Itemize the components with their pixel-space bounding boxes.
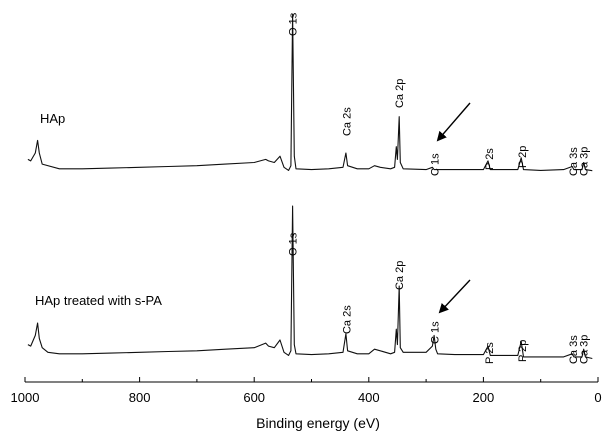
series-label-bottom: HAp treated with s-PA <box>35 293 162 308</box>
x-axis: 1000 800 600 400 200 0 <box>11 377 602 405</box>
x-tick-label: 1000 <box>11 390 40 405</box>
x-tick-label: 200 <box>473 390 495 405</box>
peak-label: C 1s <box>430 153 442 176</box>
arrow-annotation-bottom <box>438 279 471 314</box>
peak-label: Ca 2s <box>341 107 353 136</box>
peak-label: Ca 2p <box>394 261 406 290</box>
x-tick-label: 600 <box>243 390 265 405</box>
peak-label: P 2s <box>484 342 496 364</box>
arrow-annotation-top <box>436 102 471 142</box>
x-tick-label: 400 <box>358 390 380 405</box>
x-axis-title: Binding energy (eV) <box>256 415 380 431</box>
spectrum-line-top <box>27 13 593 172</box>
peak-label: Ca 3s <box>568 335 580 364</box>
panel-hap-treated: HAp treated with s-PA O 1s Ca 2s Ca 2p C 1s P… <box>27 205 593 364</box>
peak-label: Ca 3s <box>568 147 580 176</box>
spectrum-line-bottom <box>27 205 593 360</box>
x-tick-label: 800 <box>129 390 151 405</box>
peak-label: P 2p <box>517 146 529 168</box>
peak-label: Ca 3p <box>579 147 591 176</box>
peak-label: Ca 2p <box>394 79 406 108</box>
series-label-top: HAp <box>40 111 65 126</box>
peak-label: O 1s <box>288 232 300 256</box>
peak-label: P 2p <box>517 340 529 362</box>
peak-label: Ca 3p <box>579 335 591 364</box>
peak-label: P 2s <box>484 148 496 170</box>
peak-label: O 1s <box>288 12 300 36</box>
peak-label: C 1s <box>430 321 442 344</box>
peak-label: Ca 2s <box>341 305 353 334</box>
x-tick-label: 0 <box>594 390 601 405</box>
